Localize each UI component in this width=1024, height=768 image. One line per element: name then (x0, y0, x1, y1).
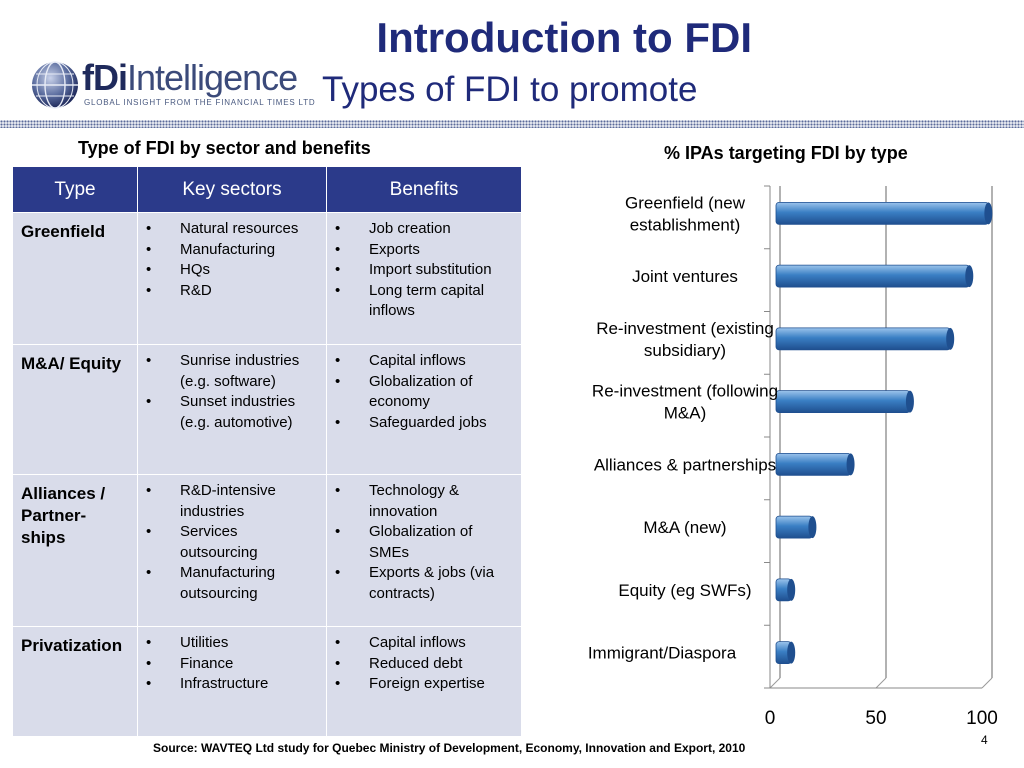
sector-item: Finance (146, 654, 318, 675)
chart-gridlines (769, 186, 993, 689)
page-number: 4 (981, 733, 988, 747)
benefit-item: Long term capital inflows (335, 281, 513, 322)
fdi-types-table: Type Key sectors Benefits GreenfieldNatu… (12, 166, 522, 737)
row-type-cell: Greenfield (12, 212, 138, 345)
x-tick-label: 50 (865, 708, 886, 729)
sector-item: Manufacturing outsourcing (146, 563, 318, 604)
fdi-intelligence-logo: fDiIntelligence GLOBAL INSIGHT FROM THE … (30, 57, 315, 114)
sector-item: Infrastructure (146, 674, 318, 695)
table-row: PrivatizationUtilitiesFinanceInfrastruct… (12, 626, 522, 737)
benefit-item: Reduced debt (335, 654, 513, 675)
bar (775, 264, 974, 288)
sector-item: Services outsourcing (146, 522, 318, 563)
x-tick-label: 100 (966, 708, 998, 729)
ipa-targeting-bar-chart: Greenfield (new establishment) Joint ventu… (588, 185, 998, 729)
row-benefits-cell: Capital inflowsGlobalization of economyS… (326, 344, 522, 475)
header-divider (0, 120, 1024, 128)
table-heading: Type of FDI by sector and benefits (78, 138, 371, 158)
benefits-list: Capital inflowsGlobalization of economyS… (335, 351, 513, 433)
benefit-item: Exports & jobs (via contracts) (335, 563, 513, 604)
sector-item: Natural resources (146, 219, 318, 240)
category-label: Immigrant/Diaspora (588, 644, 737, 663)
logo-text-bold: fDi (82, 57, 128, 98)
category-label: Re-investment (following M&A) (592, 382, 778, 423)
logo-tagline: GLOBAL INSIGHT FROM THE FINANCIAL TIMES … (84, 98, 316, 107)
sectors-list: Sunrise industries (e.g. software)Sunset… (146, 351, 318, 433)
slide-subtitle: Types of FDI to promote (322, 70, 698, 109)
benefit-item: Capital inflows (335, 351, 513, 372)
row-sectors-cell: UtilitiesFinanceInfrastructure (137, 626, 327, 737)
row-type-cell: M&A/ Equity (12, 344, 138, 475)
row-type-cell: Alliances / Partner-ships (12, 474, 138, 627)
benefit-item: Safeguarded jobs (335, 413, 513, 434)
row-sectors-cell: R&D-intensive industriesServices outsour… (137, 474, 327, 627)
benefits-list: Job creationExportsImport substitutionLo… (335, 219, 513, 322)
sector-item: R&D-intensive industries (146, 481, 318, 522)
sectors-list: R&D-intensive industriesServices outsour… (146, 481, 318, 604)
column-header-key-sectors: Key sectors (137, 166, 327, 213)
column-header-benefits: Benefits (326, 166, 522, 213)
column-header-type: Type (12, 166, 138, 213)
bar (775, 515, 817, 539)
table-header-row: Type Key sectors Benefits (12, 166, 522, 213)
row-type-cell: Privatization (12, 626, 138, 737)
benefit-item: Import substitution (335, 260, 513, 281)
category-label: Re-investment (existing subsidiary) (596, 319, 774, 360)
row-benefits-cell: Job creationExportsImport substitutionLo… (326, 212, 522, 345)
sector-item: HQs (146, 260, 318, 281)
bar (775, 201, 993, 225)
x-tick-label: 0 (765, 708, 776, 729)
category-label: Alliances & partnerships (594, 455, 776, 474)
slide-title: Introduction to FDI (376, 14, 752, 61)
bar (775, 578, 796, 602)
benefit-item: Exports (335, 240, 513, 261)
table-row: GreenfieldNatural resourcesManufacturing… (12, 212, 522, 345)
row-sectors-cell: Sunrise industries (e.g. software)Sunset… (137, 344, 327, 475)
benefit-item: Capital inflows (335, 633, 513, 654)
row-sectors-cell: Natural resourcesManufacturingHQsR&D (137, 212, 327, 345)
sector-item: R&D (146, 281, 318, 302)
category-label: Joint ventures (632, 267, 738, 286)
source-note: Source: WAVTEQ Ltd study for Quebec Mini… (153, 741, 746, 755)
globe-icon (32, 61, 78, 109)
sector-item: Utilities (146, 633, 318, 654)
benefit-item: Job creation (335, 219, 513, 240)
bar (775, 641, 796, 665)
benefit-item: Technology & innovation (335, 481, 513, 522)
bar (775, 327, 955, 351)
table-row: M&A/ EquitySunrise industries (e.g. soft… (12, 344, 522, 475)
sector-item: Sunrise industries (e.g. software) (146, 351, 318, 392)
category-label: Equity (eg SWFs) (618, 581, 751, 600)
benefit-item: Globalization of economy (335, 372, 513, 413)
sectors-list: Natural resourcesManufacturingHQsR&D (146, 219, 318, 301)
benefit-item: Globalization of SMEs (335, 522, 513, 563)
sector-item: Sunset industries (e.g. automotive) (146, 392, 318, 433)
category-label: Greenfield (new establishment) (625, 193, 746, 234)
bar (775, 390, 914, 414)
benefit-item: Foreign expertise (335, 674, 513, 695)
row-benefits-cell: Technology & innovationGlobalization of … (326, 474, 522, 627)
logo-text-rest: Intelligence (127, 57, 298, 98)
chart-axes (764, 185, 982, 689)
benefits-list: Technology & innovationGlobalization of … (335, 481, 513, 604)
category-label: M&A (new) (643, 518, 726, 537)
sectors-list: UtilitiesFinanceInfrastructure (146, 633, 318, 695)
sector-item: Manufacturing (146, 240, 318, 261)
table-row: Alliances / Partner-shipsR&D-intensive i… (12, 474, 522, 627)
bar (775, 452, 855, 476)
row-benefits-cell: Capital inflowsReduced debtForeign exper… (326, 626, 522, 737)
chart-title: % IPAs targeting FDI by type (664, 143, 908, 163)
benefits-list: Capital inflowsReduced debtForeign exper… (335, 633, 513, 695)
